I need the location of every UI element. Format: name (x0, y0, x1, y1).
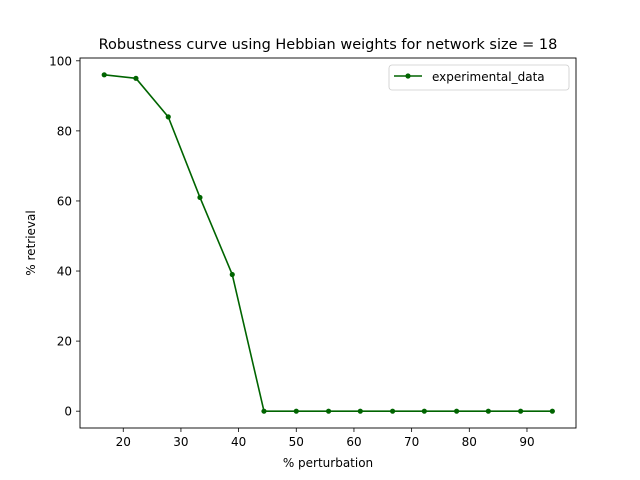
data-point (485, 408, 491, 414)
y-tick-label: 100 (49, 54, 72, 68)
data-point (357, 408, 363, 414)
legend-box (388, 64, 570, 91)
y-axis-label: % retrieval (24, 210, 38, 275)
data-point (293, 408, 299, 414)
data-point (261, 408, 267, 414)
data-point (454, 408, 460, 414)
y-tick-label: 40 (57, 265, 72, 279)
x-tick-label: 30 (173, 435, 188, 449)
y-axis: 0 20 40 60 80 100 (49, 54, 80, 419)
data-point (165, 114, 171, 120)
y-tick-label: 20 (57, 335, 72, 349)
plot-area: 20 30 40 50 60 70 80 90 0 20 40 60 80 100 (49, 54, 577, 449)
x-axis: 20 30 40 50 60 70 80 90 (116, 428, 535, 449)
legend-label: experimental_data (432, 70, 545, 84)
y-tick-label: 0 (64, 405, 72, 419)
plot-frame (79, 57, 577, 429)
x-tick-label: 70 (404, 435, 419, 449)
data-point (197, 194, 203, 201)
x-tick-label: 50 (289, 435, 304, 449)
chart-title: Robustness curve using Hebbian weights f… (99, 37, 558, 53)
x-tick-label: 20 (116, 435, 131, 449)
data-point (101, 72, 107, 78)
data-point (325, 408, 332, 414)
legend-marker (405, 73, 411, 79)
data-point (229, 271, 235, 278)
data-point (421, 408, 427, 414)
y-tick-label: 60 (57, 194, 72, 208)
x-tick-label: 80 (462, 435, 477, 449)
data-point (389, 408, 396, 414)
series-layer (101, 72, 555, 414)
x-tick-label: 90 (519, 435, 534, 449)
x-axis-label: % perturbation (283, 456, 373, 470)
y-tick-label: 80 (57, 124, 72, 138)
legend: experimental_data (388, 64, 570, 91)
x-tick-label: 60 (346, 435, 361, 449)
x-tick-label: 40 (231, 435, 246, 449)
data-point (518, 408, 524, 414)
data-point (133, 75, 139, 81)
data-point (549, 408, 555, 414)
